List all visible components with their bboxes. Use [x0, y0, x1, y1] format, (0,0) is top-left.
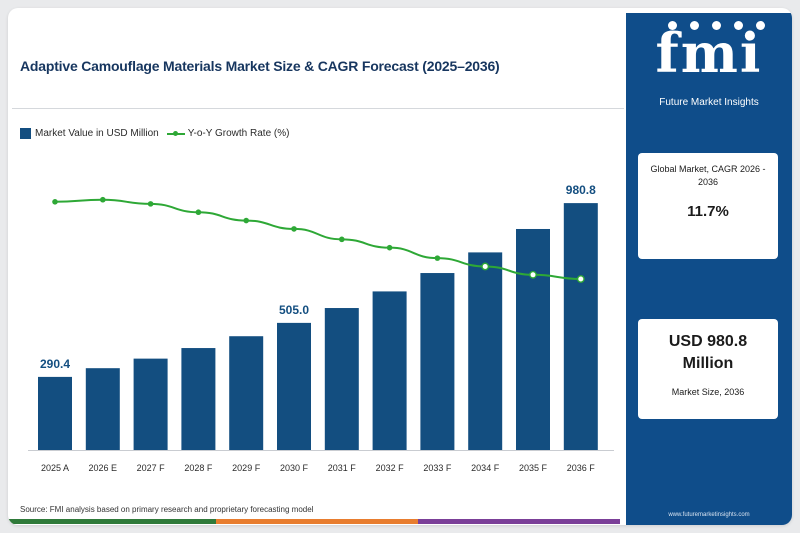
website-link[interactable]: www.futuremarketinsights.com: [668, 512, 750, 518]
fmi-logo: fmi: [655, 21, 763, 85]
x-tick-label: 2027 F: [137, 463, 166, 473]
growth-rate-point: [576, 275, 585, 283]
bottom-color-band: [8, 519, 620, 524]
growth-rate-point: [481, 262, 490, 271]
data-label-background: [275, 299, 313, 318]
data-label-background: [36, 353, 74, 372]
growth-rate-point: [434, 255, 441, 261]
chart-legend: Market Value in USD Million Y-o-Y Growth…: [20, 125, 289, 141]
chart-title: Adaptive Camouflage Materials Market Siz…: [20, 58, 500, 74]
bar-2032-f: [372, 291, 407, 450]
bar-2026-e: [85, 368, 120, 450]
x-tick-label: 2026 E: [89, 463, 118, 473]
legend-bar-swatch: [20, 127, 31, 139]
growth-rate-point: [386, 244, 393, 251]
source-note: Source: FMI analysis based on primary re…: [20, 505, 314, 514]
x-tick-label: 2033 F: [423, 463, 452, 473]
bar-2035-f: [516, 228, 550, 450]
x-tick-label: 2030 F: [280, 463, 309, 473]
growth-rate-point: [243, 217, 249, 224]
growth-rate-point: [339, 236, 345, 243]
cagr-label: Global Market, CAGR 2026 - 2036: [650, 164, 766, 187]
bar-2029-f: [229, 336, 264, 450]
data-label: 290.4: [40, 357, 70, 371]
growth-rate-point: [100, 196, 106, 203]
data-label: 980.8: [566, 183, 596, 197]
cagr-value: 11.7%: [687, 203, 729, 220]
bar-2031-f: [324, 308, 359, 450]
bar-2027-f: [133, 358, 168, 450]
market-size-label: Market Size, 2036: [671, 387, 745, 397]
growth-rate-point: [52, 199, 58, 205]
bar-2025-a: [38, 376, 72, 450]
market-size-box: USD 980.8 Million Market Size, 2036: [638, 319, 778, 419]
x-tick-label: 2035 F: [519, 463, 548, 473]
data-label-background: [561, 180, 600, 199]
infographic-card: Adaptive Camouflage Materials Market Siz…: [8, 8, 792, 525]
growth-rate-point: [291, 226, 297, 232]
x-tick-label: 2025 A: [41, 463, 69, 473]
cagr-box: Global Market, CAGR 2026 - 2036 11.7%: [638, 153, 778, 259]
bar-2033-f: [420, 273, 455, 450]
legend-line-swatch: [166, 128, 185, 139]
market-size-value: USD 980.8 Million: [668, 333, 748, 372]
growth-rate-point: [195, 209, 202, 216]
side-panel: fmi Future Market Insights Global Market…: [626, 13, 792, 525]
data-label: 505.0: [279, 303, 309, 317]
x-tick-label: 2029 F: [232, 463, 261, 473]
bar-2036-f: [563, 203, 598, 450]
growth-rate-line: [54, 198, 581, 280]
title-divider: [12, 108, 624, 109]
logo-tagline: Future Market Insights: [659, 97, 759, 108]
x-tick-label: 2031 F: [328, 463, 357, 473]
legend-line-label: Y-o-Y Growth Rate (%): [187, 127, 290, 139]
x-tick-label: 2028 F: [184, 463, 213, 473]
logo-dots-icon: [666, 21, 776, 33]
x-tick-label: 2032 F: [376, 463, 405, 473]
bar-2034-f: [468, 252, 503, 450]
bar-2028-f: [181, 348, 216, 450]
legend-bar-label: Market Value in USD Million: [35, 127, 159, 139]
growth-rate-point: [529, 270, 537, 279]
market-chart: 2025 A 2026 E 2027 F 2028 F 2029 F 2030 F 2031…: [28, 180, 614, 473]
bar-2030-f: [277, 322, 311, 450]
x-tick-label: 2036 F: [567, 463, 596, 473]
x-tick-label: 2034 F: [471, 463, 500, 473]
growth-rate-point: [147, 201, 154, 207]
